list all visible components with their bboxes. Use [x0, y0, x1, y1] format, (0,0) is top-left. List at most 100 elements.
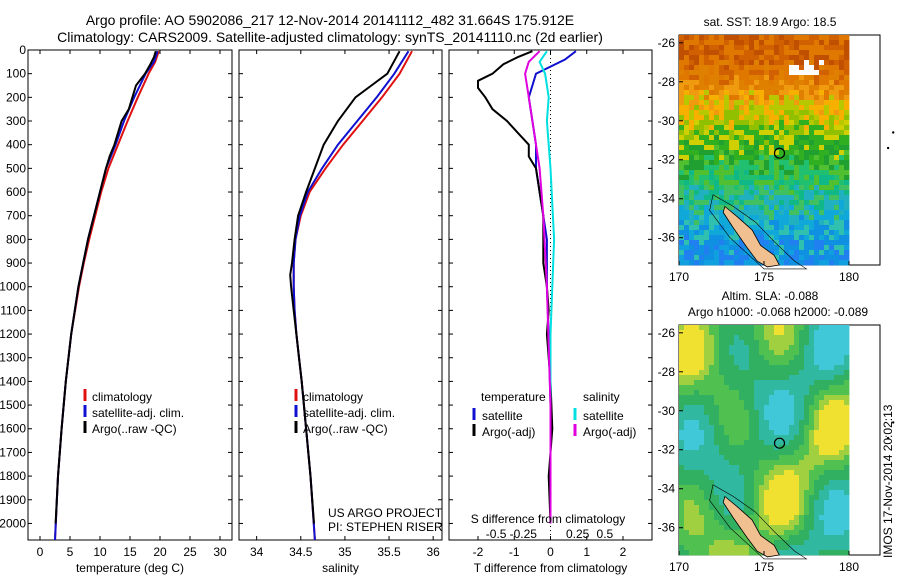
- map-cell: [789, 345, 795, 351]
- map-cell: [784, 220, 790, 226]
- map-cell: [699, 365, 705, 371]
- map-xtick-label: 175: [754, 270, 774, 284]
- map-cell: [834, 35, 840, 41]
- map-cell: [764, 385, 770, 391]
- map-cell: [829, 430, 835, 436]
- map-cell: [699, 360, 705, 366]
- map-cell: [699, 145, 705, 151]
- map-cell: [689, 115, 695, 121]
- map-cell: [779, 100, 785, 106]
- map-cell: [829, 70, 835, 76]
- map-cell: [784, 505, 790, 511]
- map-cell: [834, 200, 840, 206]
- map-cell: [694, 470, 700, 476]
- map-cell: [684, 330, 690, 336]
- map-cell: [704, 180, 710, 186]
- map-cell: [829, 220, 835, 226]
- map-cell: [714, 400, 720, 406]
- map-cell: [799, 255, 805, 261]
- map-cell: [679, 260, 685, 266]
- map-cell: [829, 150, 835, 156]
- map-cell: [694, 50, 700, 56]
- map-cell: [779, 500, 785, 506]
- map-cell: [784, 260, 790, 266]
- map-cell: [779, 235, 785, 241]
- map-cell: [804, 395, 810, 401]
- map-cell: [719, 175, 725, 181]
- map-cell: [724, 550, 730, 556]
- map-cell: [679, 375, 685, 381]
- map-cell: [834, 235, 840, 241]
- map-cell: [704, 235, 710, 241]
- map-cell: [834, 155, 840, 161]
- map-cell: [824, 370, 830, 376]
- map-cell: [799, 530, 805, 536]
- map-cell: [729, 50, 735, 56]
- map-cell: [724, 430, 730, 436]
- map-cell: [804, 125, 810, 131]
- map-cell: [684, 535, 690, 541]
- map-cell: [724, 60, 730, 66]
- map-cell: [679, 475, 685, 481]
- map-cell: [774, 335, 780, 341]
- map-cell: [689, 135, 695, 141]
- map-cell: [759, 425, 765, 431]
- map-cell: [734, 180, 740, 186]
- map-cell: [694, 85, 700, 91]
- map-cell: [719, 545, 725, 551]
- map-cell: [744, 405, 750, 411]
- map-cell: [764, 220, 770, 226]
- map-cell: [734, 80, 740, 86]
- map-cell: [729, 535, 735, 541]
- map-cell: [844, 255, 850, 261]
- map-cell: [834, 360, 840, 366]
- map-cell: [724, 90, 730, 96]
- map-cell: [749, 445, 755, 451]
- map-cell: [819, 370, 825, 376]
- map-cell: [814, 185, 820, 191]
- map-cell: [834, 445, 840, 451]
- legend-label: satellite: [583, 409, 624, 423]
- map-cell: [724, 145, 730, 151]
- map-cell: [734, 390, 740, 396]
- map-cell: [759, 475, 765, 481]
- map-cell: [744, 145, 750, 151]
- map-cell: [694, 90, 700, 96]
- map-cell: [684, 80, 690, 86]
- map-cell: [759, 355, 765, 361]
- map-cell: [699, 440, 705, 446]
- map-cell: [714, 225, 720, 231]
- map-cell: [774, 420, 780, 426]
- map-cell: [694, 435, 700, 441]
- map-cell: [699, 55, 705, 61]
- map-cell: [739, 35, 745, 41]
- map-cell: [709, 150, 715, 156]
- map-cell: [789, 205, 795, 211]
- map-cell: [824, 240, 830, 246]
- map-cell: [824, 340, 830, 346]
- map-cell: [814, 545, 820, 551]
- map-cell: [704, 445, 710, 451]
- map-cell: [764, 35, 770, 41]
- map-cell: [769, 200, 775, 206]
- map-cell: [819, 390, 825, 396]
- map-cell: [734, 145, 740, 151]
- map-cell: [829, 450, 835, 456]
- map-cell: [844, 535, 850, 541]
- map-cell: [769, 380, 775, 386]
- map-cell: [779, 145, 785, 151]
- map-cell: [759, 55, 765, 61]
- map-cell: [714, 520, 720, 526]
- map-cell: [794, 415, 800, 421]
- map-cell: [789, 490, 795, 496]
- map-cell: [699, 340, 705, 346]
- map-cell: [824, 405, 830, 411]
- map-cell: [814, 430, 820, 436]
- difference-xtick-label: 1: [583, 545, 590, 559]
- map-cell: [764, 415, 770, 421]
- map-cell: [694, 375, 700, 381]
- map-cell: [794, 60, 800, 66]
- map-cell: [684, 370, 690, 376]
- map-cell: [769, 210, 775, 216]
- map-cell: [749, 85, 755, 91]
